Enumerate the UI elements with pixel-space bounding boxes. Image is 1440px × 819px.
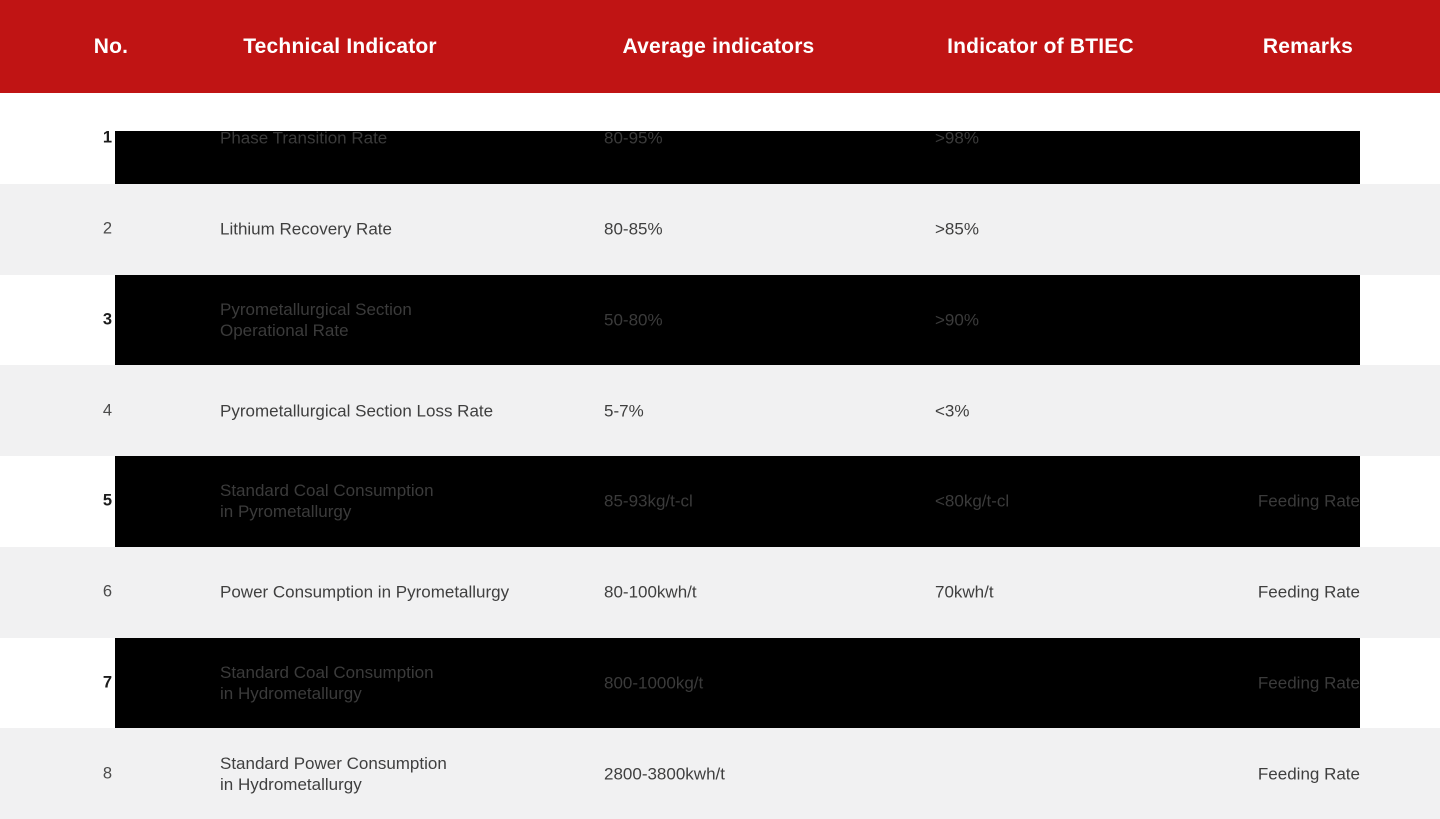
table-row: 3 Pyrometallurgical Section Operational … bbox=[0, 274, 1440, 366]
table-row: 1 Phase Transition Rate 80-95% >98% bbox=[0, 93, 1440, 184]
row-number: 6 bbox=[102, 582, 112, 601]
cell-remarks: Feeding Rate bbox=[1257, 764, 1360, 784]
row-number: 3 bbox=[102, 310, 112, 329]
cell-average-indicators: 85-93kg/t-cl bbox=[604, 491, 693, 511]
row-reveal-overlay bbox=[115, 274, 1360, 366]
row-number: 2 bbox=[102, 219, 112, 238]
cell-remarks: Feeding Rate bbox=[1257, 673, 1360, 693]
cell-technical-indicator: Lithium Recovery Rate bbox=[220, 219, 392, 239]
table-row: 4 Pyrometallurgical Section Loss Rate 5-… bbox=[0, 365, 1440, 456]
cell-indicator-of-btiec: 70kwh/t bbox=[935, 582, 994, 602]
cell-technical-indicator: Power Consumption in Pyrometallurgy bbox=[220, 582, 510, 602]
row-number: 4 bbox=[102, 401, 112, 420]
cell-average-indicators: 80-95% bbox=[604, 128, 663, 148]
cell-technical-indicator: Pyrometallurgical Section Loss Rate bbox=[220, 401, 494, 421]
cell-technical-indicator: Phase Transition Rate bbox=[220, 128, 388, 148]
cell-indicator-of-btiec: >90% bbox=[935, 310, 979, 330]
cell-indicator-of-btiec: <80kg/t-cl bbox=[935, 491, 1010, 511]
table-row: 5 Standard Coal Consumption in Pyrometal… bbox=[0, 456, 1440, 547]
cell-average-indicators: 80-85% bbox=[604, 219, 663, 239]
row-reveal-overlay bbox=[115, 131, 1360, 184]
cell-technical-indicator: Standard Coal Consumption in Pyrometallu… bbox=[220, 481, 434, 522]
cell-average-indicators: 80-100kwh/t bbox=[604, 582, 697, 602]
column-header-no: No. bbox=[93, 34, 129, 58]
column-header-remarks: Remarks bbox=[1262, 34, 1354, 58]
cell-average-indicators: 800-1000kg/t bbox=[604, 673, 704, 693]
cell-average-indicators: 2800-3800kwh/t bbox=[604, 764, 725, 784]
cell-technical-indicator: Standard Power Consumption in Hydrometal… bbox=[220, 753, 447, 794]
column-header-indicator-of-btiec: Indicator of BTIEC bbox=[947, 34, 1134, 58]
row-reveal-overlay bbox=[115, 456, 1360, 547]
cell-indicator-of-btiec: >85% bbox=[935, 219, 979, 239]
cell-average-indicators: 5-7% bbox=[604, 401, 644, 421]
table-row: 2 Lithium Recovery Rate 80-85% >85% bbox=[0, 183, 1440, 275]
table-row: 6 Power Consumption in Pyrometallurgy 80… bbox=[0, 546, 1440, 638]
table-row: 8 Standard Power Consumption in Hydromet… bbox=[0, 728, 1440, 819]
cell-indicator-of-btiec: >98% bbox=[935, 128, 979, 148]
cell-technical-indicator: Standard Coal Consumption in Hydrometall… bbox=[220, 662, 434, 703]
row-number: 1 bbox=[102, 128, 112, 147]
table-header: No. Technical Indicator Average indicato… bbox=[0, 0, 1440, 93]
cell-remarks: Feeding Rate bbox=[1257, 582, 1360, 602]
cell-technical-indicator: Pyrometallurgical Section Operational Ra… bbox=[220, 299, 412, 340]
cell-indicator-of-btiec: <3% bbox=[935, 401, 970, 421]
row-number: 5 bbox=[102, 491, 112, 510]
row-number: 7 bbox=[102, 673, 112, 692]
column-header-technical-indicator: Technical Indicator bbox=[243, 34, 437, 58]
cell-average-indicators: 50-80% bbox=[604, 310, 663, 330]
row-number: 8 bbox=[102, 764, 112, 783]
cell-remarks: Feeding Rate bbox=[1257, 491, 1360, 511]
table-row: 7 Standard Coal Consumption in Hydrometa… bbox=[0, 637, 1440, 729]
column-header-average-indicators: Average indicators bbox=[622, 34, 815, 58]
row-reveal-overlay bbox=[115, 637, 1360, 729]
